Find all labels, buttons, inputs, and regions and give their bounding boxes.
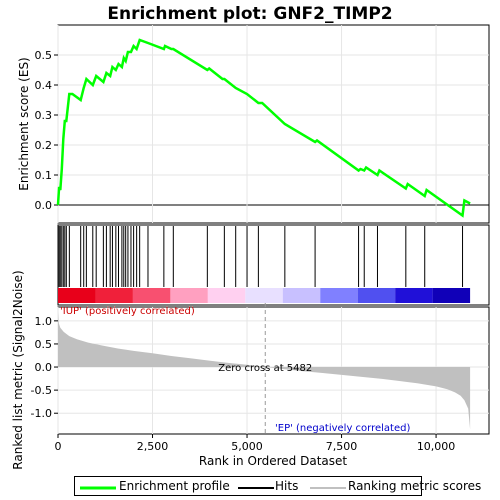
es-y-tick-label: 0.2 (35, 139, 53, 152)
metric-y-tick-label: 0.5 (35, 338, 53, 351)
metric-y-tick-label: 1.0 (35, 315, 53, 328)
positive-correlation-label: 'IUP' (positively correlated) (60, 306, 195, 317)
x-ticks: 0 2,500 5,000 7,500 10,000 (55, 434, 456, 453)
metric-grid (57, 307, 489, 434)
legend-swatch-enrichment (80, 486, 116, 490)
zero-cross-label: Zero cross at 5482 (218, 363, 312, 374)
color-bar-segment (95, 288, 133, 303)
es-y-ticks: 0.0 0.1 0.2 0.3 0.4 0.5 (35, 49, 58, 212)
rank-color-bar (58, 288, 471, 303)
color-bar-segment (357, 288, 396, 303)
color-bar-segment (132, 288, 171, 303)
x-axis-label: Rank in Ordered Dataset (199, 454, 347, 468)
color-bar-segment (320, 288, 358, 303)
es-y-tick-label: 0.4 (35, 79, 53, 92)
color-bar-segment (282, 288, 321, 303)
x-tick-label: 2,500 (137, 440, 169, 453)
metric-y-tick-label: 0.0 (35, 361, 53, 374)
color-bar-segment (432, 288, 471, 303)
es-y-tick-label: 0.3 (35, 109, 53, 122)
metric-y-ticks: 1.0 0.5 0.0 -0.5 -1.0 (31, 315, 58, 420)
hit-lines (58, 226, 464, 287)
ranking-metric-area (58, 311, 471, 430)
metric-y-axis-label: Ranked list metric (Signal2Noise) (11, 270, 25, 469)
x-tick-label: 10,000 (417, 440, 456, 453)
metric-y-tick-label: -1.0 (31, 407, 52, 420)
es-y-tick-label: 0.0 (35, 199, 53, 212)
color-bar-segment (207, 288, 246, 303)
x-tick-label: 7,500 (326, 440, 358, 453)
color-bar-segment (170, 288, 208, 303)
x-tick-label: 0 (55, 440, 62, 453)
x-tick-label: 5,000 (231, 440, 263, 453)
legend-swatch-ranking-metric (310, 487, 346, 489)
es-y-tick-label: 0.1 (35, 169, 53, 182)
metric-y-tick-label: -0.5 (31, 384, 52, 397)
legend-item-ranking-metric-scores: Ranking metric scores (348, 479, 482, 493)
legend-swatch-hits (238, 487, 274, 489)
color-bar-segment (245, 288, 283, 303)
es-y-axis-label: Enrichment score (ES) (17, 57, 31, 190)
enrichment-profile-line (56, 38, 471, 218)
negative-correlation-label: 'EP' (negatively correlated) (275, 423, 410, 434)
es-y-tick-label: 0.5 (35, 49, 53, 62)
legend-item-enrichment-profile: Enrichment profile (119, 479, 230, 493)
color-bar-segment (395, 288, 433, 303)
chart-title: Enrichment plot: GNF2_TIMP2 (107, 4, 392, 24)
legend-item-hits: Hits (275, 479, 299, 493)
legend: Enrichment profile Hits Ranking metric s… (74, 476, 481, 496)
color-bar-segment (58, 288, 96, 303)
